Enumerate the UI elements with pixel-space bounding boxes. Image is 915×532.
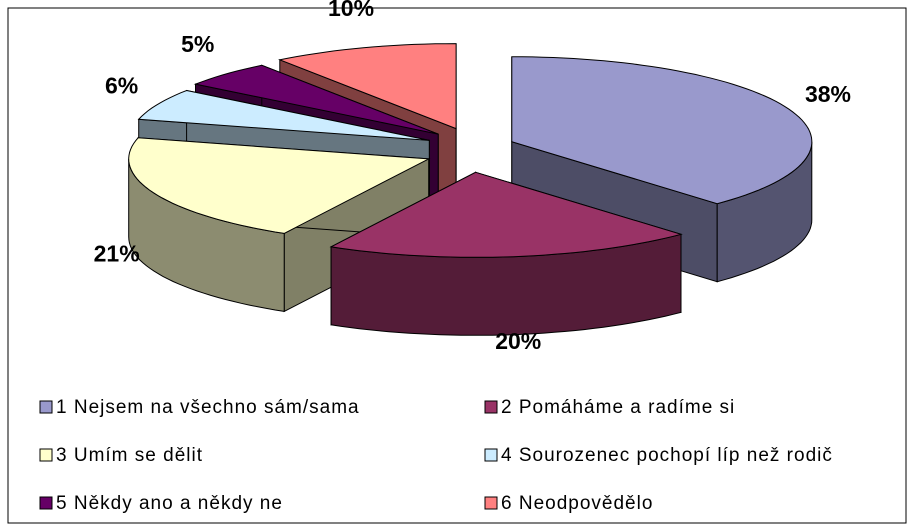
legend-swatch: [39, 448, 53, 462]
legend-label: 4 Sourozenec pochopí líp než rodič: [501, 445, 833, 466]
legend-label: 6 Neodpovědělo: [501, 493, 653, 514]
slice: [329, 171, 683, 336]
legend-label: 2 Pomáháme a radíme si: [501, 397, 735, 418]
slice-top: [329, 171, 683, 258]
legend-label: 1 Nejsem na všechno sám/sama: [56, 397, 360, 418]
data-label: 10%: [328, 0, 374, 21]
slice-top: [193, 64, 439, 135]
legend-swatch: [39, 400, 53, 414]
legend-swatch: [484, 400, 498, 414]
data-label: 38%: [805, 81, 851, 107]
data-label: 21%: [94, 240, 140, 266]
legend-label: 5 Někdy ano a někdy ne: [56, 493, 283, 514]
pie: [128, 43, 813, 336]
slice-top: [278, 43, 457, 130]
legend-swatch: [39, 496, 53, 510]
legend-swatch: [484, 496, 498, 510]
legend-label: 3 Umím se dělit: [56, 445, 203, 466]
slice-top: [511, 56, 813, 205]
slice-top: [128, 137, 431, 234]
data-label: 20%: [495, 328, 541, 354]
data-label: 6%: [105, 72, 138, 98]
data-label: 5%: [181, 31, 214, 57]
legend-swatch: [484, 448, 498, 462]
slice-top: [137, 89, 430, 141]
